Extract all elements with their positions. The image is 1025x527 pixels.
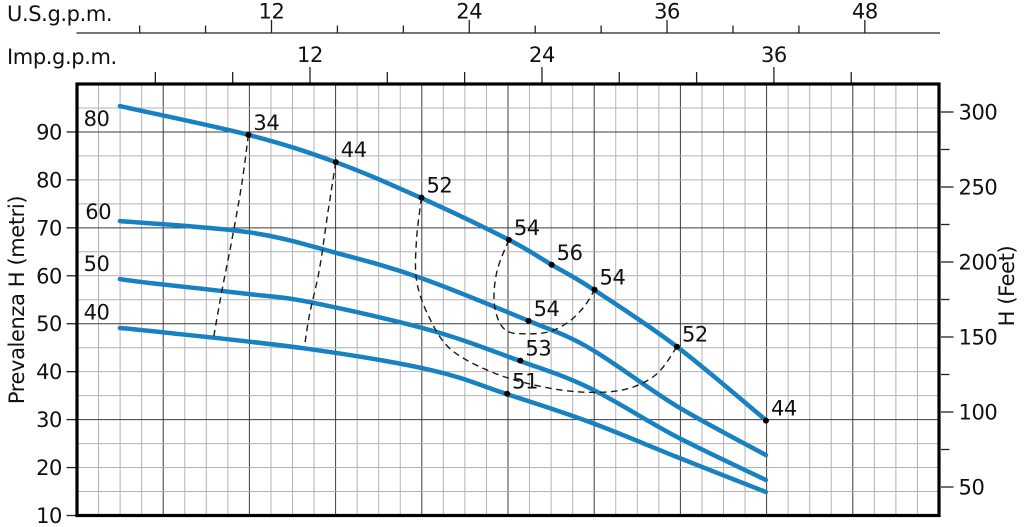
pump-curve-40 <box>117 325 769 495</box>
right-axis-title: H (Feet) <box>995 246 1019 327</box>
feet-tick-label: 300 <box>959 101 998 125</box>
efficiency-points <box>245 131 769 424</box>
efficiency-dot <box>332 159 339 166</box>
plot-border <box>75 82 941 518</box>
iso-efficiency-lines <box>213 134 678 394</box>
efficiency-label: 54 <box>534 297 560 321</box>
us-gpm-axis-title: U.S.g.p.m. <box>7 2 112 26</box>
efficiency-label: 53 <box>525 337 551 361</box>
us-gpm-tick-label: 12 <box>259 0 285 24</box>
pump-curve-label-80: 80 <box>84 107 110 131</box>
us-gpm-tick-label: 36 <box>654 0 680 24</box>
feet-tick-label: 200 <box>959 251 998 275</box>
efficiency-label: 44 <box>341 138 367 162</box>
iso-efficiency-line <box>493 239 596 335</box>
efficiency-label: 56 <box>557 241 583 265</box>
metres-tick-label: 40 <box>36 360 62 384</box>
efficiency-dot <box>525 317 532 324</box>
metres-tick-label: 90 <box>36 120 62 144</box>
feet-tick-label: 100 <box>959 401 998 425</box>
feet-tick-label: 250 <box>959 176 998 200</box>
feet-tick-label: 50 <box>959 476 985 500</box>
pump-curves <box>117 103 769 495</box>
efficiency-label: 52 <box>682 323 708 347</box>
us-gpm-tick-label: 48 <box>852 0 878 24</box>
metres-tick-label: 70 <box>36 216 62 240</box>
pump-curve-60 <box>117 218 769 458</box>
feet-tick-label: 150 <box>959 326 998 350</box>
pump-curve-label-40: 40 <box>84 300 110 324</box>
efficiency-label: 52 <box>426 174 452 198</box>
metres-tick-label: 20 <box>36 456 62 480</box>
efficiency-dot <box>591 286 598 293</box>
iso-efficiency-line <box>414 197 678 394</box>
imp-gpm-tick-label: 24 <box>529 43 555 67</box>
left-axis-title: Prevalenza H (metri) <box>5 196 29 404</box>
pump-curve-50 <box>117 276 769 483</box>
axis-ticks: 12 24 36 48 12 24 36 90 80 70 60 50 40 30 20 10 300 250 20… <box>36 0 998 527</box>
metres-tick-label: 10 <box>36 504 62 527</box>
metres-tick-label: 60 <box>36 264 62 288</box>
efficiency-label: 51 <box>512 370 538 394</box>
metres-tick-label: 50 <box>36 312 62 336</box>
efficiency-dot <box>673 343 680 350</box>
grid <box>77 84 939 516</box>
us-gpm-tick-label: 24 <box>456 0 482 24</box>
imp-gpm-axis-title: Imp.g.p.m. <box>7 45 117 69</box>
efficiency-label: 54 <box>600 266 626 290</box>
curve-and-point-labels: 80 60 50 40 34 44 52 54 56 54 54 53 51 52 44 <box>84 107 798 421</box>
efficiency-label: 44 <box>771 397 797 421</box>
efficiency-dot <box>504 390 511 397</box>
metres-tick-label: 30 <box>36 408 62 432</box>
efficiency-label: 54 <box>514 216 540 240</box>
pump-curve-80 <box>117 103 769 423</box>
pump-curve-label-60: 60 <box>85 200 111 224</box>
efficiency-dot <box>245 131 252 138</box>
efficiency-dot <box>548 261 555 268</box>
efficiency-dot <box>418 194 425 201</box>
pump-curve-label-50: 50 <box>84 252 110 276</box>
imp-gpm-tick-label: 36 <box>761 43 787 67</box>
efficiency-dot <box>505 236 512 243</box>
efficiency-label: 34 <box>253 111 279 135</box>
efficiency-dot <box>517 357 524 364</box>
iso-efficiency-line <box>213 134 250 337</box>
imp-gpm-tick-label: 12 <box>297 43 323 67</box>
efficiency-dot <box>762 417 769 424</box>
metres-tick-label: 80 <box>36 168 62 192</box>
iso-efficiency-line <box>303 162 337 347</box>
